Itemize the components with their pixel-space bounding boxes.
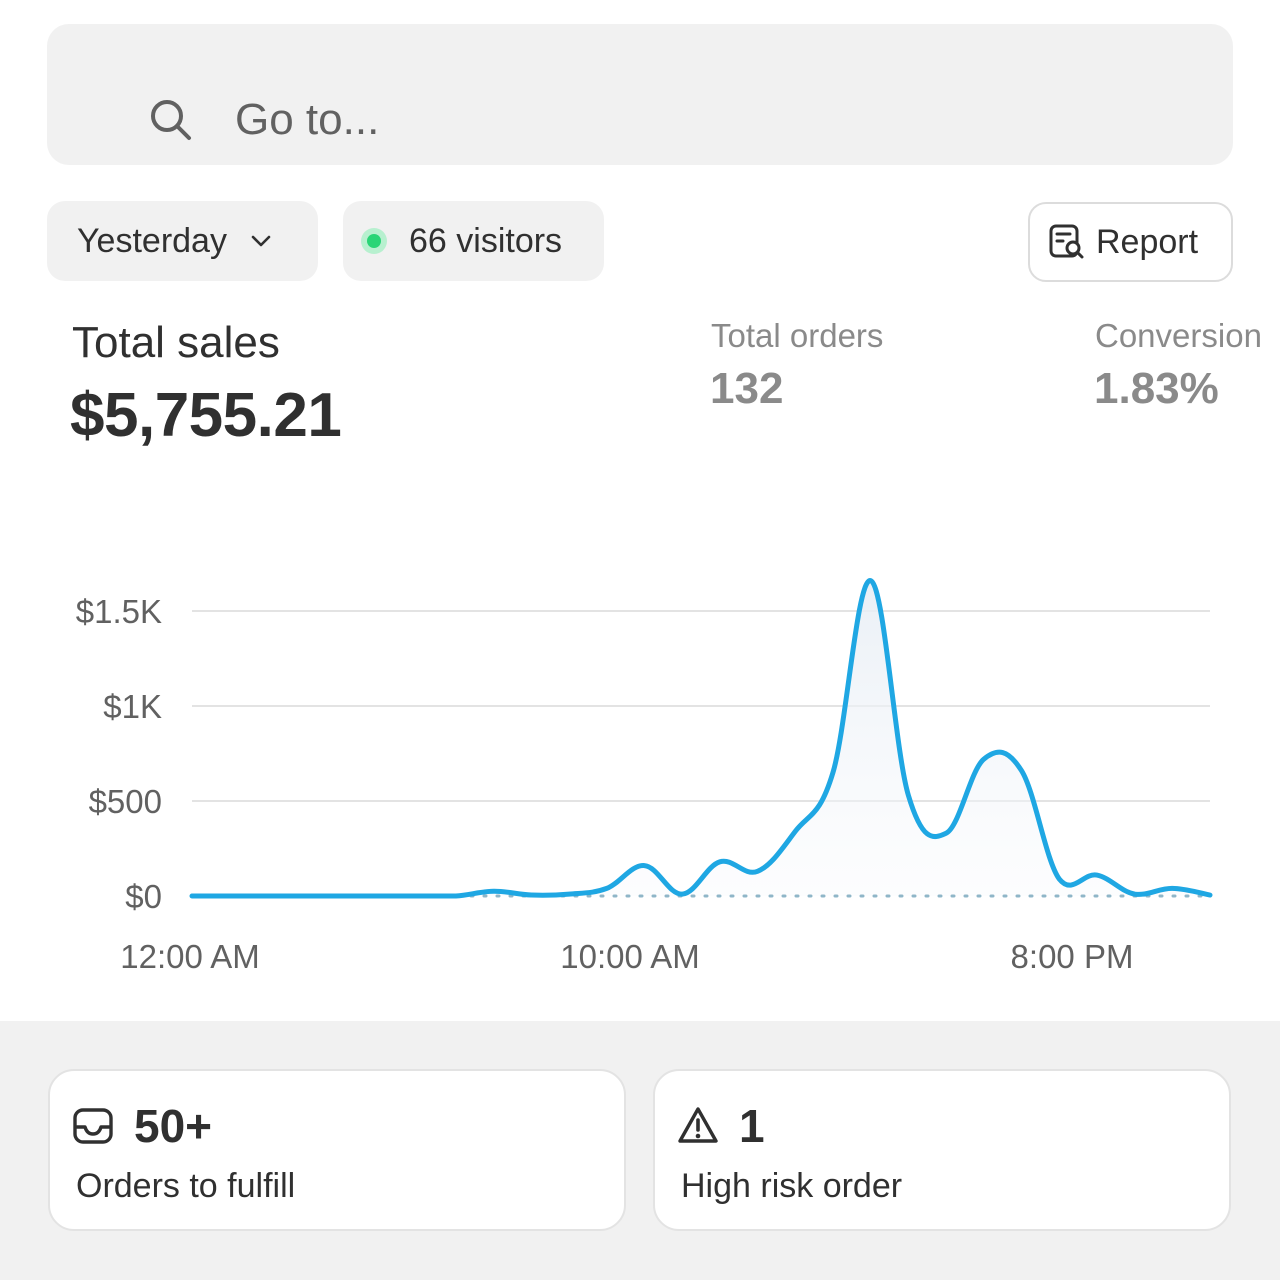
live-status-dot (361, 228, 387, 254)
date-range-label: Yesterday (77, 221, 227, 260)
report-search-icon (1049, 224, 1084, 259)
search-input[interactable] (235, 72, 1135, 168)
date-range-dropdown[interactable]: Yesterday (47, 201, 318, 281)
high-risk-order-card[interactable]: 1 High risk order (653, 1069, 1231, 1231)
search-bar[interactable] (47, 24, 1233, 168)
total-orders-label[interactable]: Total orders (711, 317, 884, 354)
inbox-icon (73, 1108, 113, 1144)
sales-over-time-chart[interactable]: $0 $500 $1K $1.5K 12:00 AM 10:00 AM 8:00 PM (0, 560, 1280, 980)
y-tick-label: $1.5K (76, 593, 162, 630)
orders-to-fulfill-count: 50+ (134, 1100, 213, 1152)
conversion-value: 1.83% (1094, 364, 1219, 413)
orders-to-fulfill-label: Orders to fulfill (76, 1167, 296, 1205)
high-risk-order-count: 1 (739, 1100, 765, 1152)
y-tick-label: $0 (125, 878, 162, 915)
total-orders-value: 132 (710, 364, 784, 413)
sales-line (189, 578, 1213, 899)
x-tick-label: 12:00 AM (120, 938, 259, 975)
sales-area (192, 580, 1210, 896)
high-risk-order-label: High risk order (681, 1167, 903, 1205)
total-sales-value: $5,755.21 (70, 381, 342, 450)
conversion-label[interactable]: Conversion (1095, 317, 1262, 354)
x-tick-label: 10:00 AM (560, 938, 699, 975)
live-visitors-pill[interactable]: 66 visitors (343, 201, 604, 281)
y-axis-ticks: $0 $500 $1K $1.5K (76, 593, 162, 915)
x-tick-label: 8:00 PM (1011, 938, 1134, 975)
search-icon (151, 100, 191, 140)
report-button[interactable]: Report (1028, 202, 1233, 282)
chevron-down-icon (251, 235, 271, 247)
total-sales-label: Total sales (72, 318, 280, 367)
report-button-label: Report (1096, 222, 1199, 261)
y-tick-label: $1K (103, 688, 162, 725)
chart-grid (192, 610, 1210, 802)
x-axis-ticks: 12:00 AM 10:00 AM 8:00 PM (120, 938, 1133, 975)
y-tick-label: $500 (89, 783, 162, 820)
visitors-count: 66 visitors (409, 221, 563, 260)
orders-to-fulfill-card[interactable]: 50+ Orders to fulfill (48, 1069, 626, 1231)
warning-icon (678, 1107, 718, 1143)
